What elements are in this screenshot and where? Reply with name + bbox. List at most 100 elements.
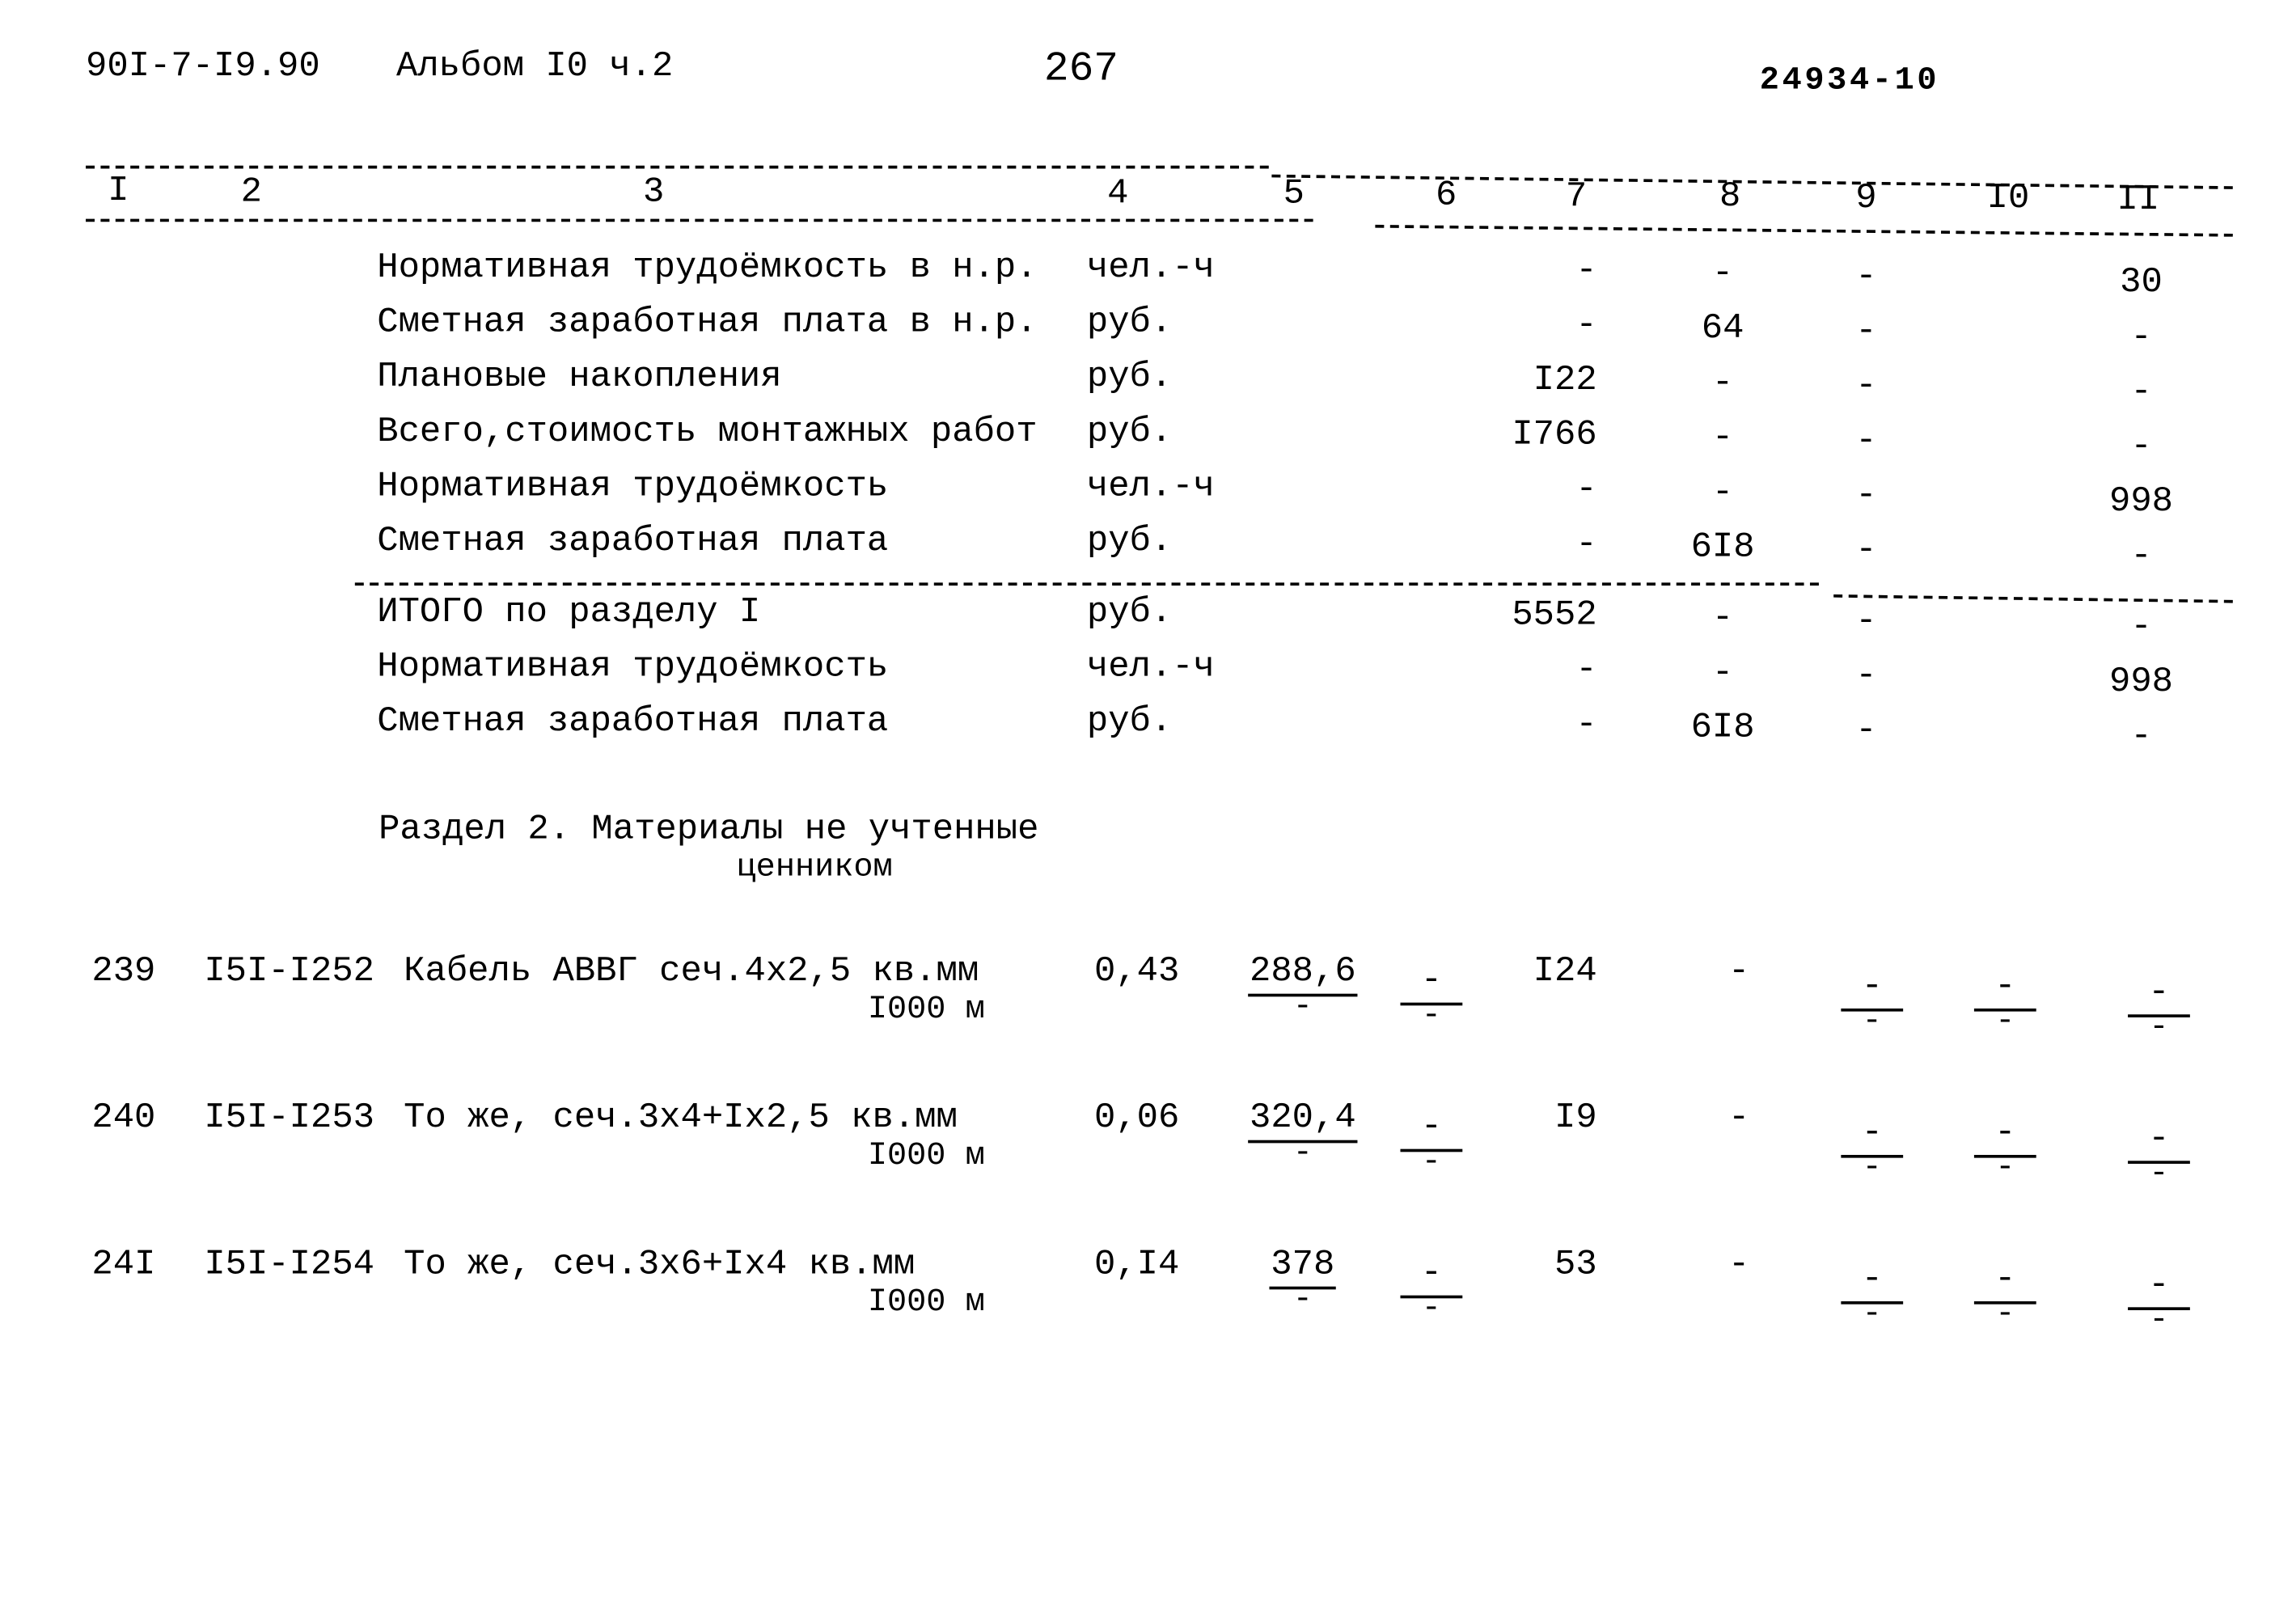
column-header: 9 <box>1855 178 1877 219</box>
col9-fraction: -- <box>1841 970 1904 1038</box>
col8-value: 6I8 <box>1690 527 1755 569</box>
col6-fraction: -- <box>1400 1110 1463 1178</box>
section2-title-cont: ценником <box>736 848 893 886</box>
total-divider-right <box>1833 594 2233 603</box>
col11-fraction: -- <box>2128 975 2190 1043</box>
col8-value: - <box>1711 363 1734 404</box>
column-header: 6 <box>1436 176 1457 216</box>
col9-value: - <box>1855 257 1877 298</box>
item-name: То же, сеч.3х4+Iх2,5 кв.мм <box>404 1098 958 1139</box>
row-name: Нормативная трудоёмкость <box>377 467 889 508</box>
row-unit: чел.-ч <box>1086 248 1215 289</box>
item-code: I5I-I253 <box>204 1098 374 1139</box>
row-unit: руб. <box>1086 702 1173 742</box>
column-header: 7 <box>1565 176 1588 218</box>
page-number: 267 <box>1043 47 1119 94</box>
col6-fraction: -- <box>1400 963 1463 1031</box>
item-price-fraction: 320,4- <box>1248 1098 1358 1172</box>
header-divider-bottom <box>86 218 1313 222</box>
row-name: ИТОГО по разделу I <box>377 593 761 633</box>
col8-value: - <box>1728 1245 1750 1285</box>
col7-value: I766 <box>1512 415 1597 456</box>
item-number: 24I <box>91 1245 156 1285</box>
item-number: 240 <box>91 1098 156 1139</box>
doc-code: 90I-7-I9.90 <box>86 47 320 87</box>
col11-fraction: -- <box>2128 1122 2190 1190</box>
col9-value: - <box>1855 602 1877 642</box>
item-name: Кабель АВВГ сеч.4х2,5 кв.мм <box>404 952 979 992</box>
item-unit: I000 м <box>867 1137 985 1174</box>
row-unit: руб. <box>1086 593 1173 633</box>
col7-value: - <box>1575 306 1597 346</box>
album-label: Альбом I0 ч.2 <box>396 47 674 87</box>
col7-value: - <box>1575 470 1597 510</box>
col8-value: - <box>1711 254 1734 294</box>
item-price-fraction: 378- <box>1269 1245 1337 1318</box>
column-header: I <box>108 171 129 212</box>
section2-title: Раздел 2. Материалы не учтенные <box>378 810 1039 851</box>
column-header: 5 <box>1283 175 1305 215</box>
row-unit: чел.-ч <box>1086 647 1215 688</box>
col9-value: - <box>1855 366 1877 407</box>
col9-value: - <box>1855 421 1877 462</box>
column-header: 3 <box>642 173 665 214</box>
col8-value: - <box>1728 1098 1750 1139</box>
column-header: 2 <box>240 172 262 213</box>
archive-stamp: 24934-10 <box>1759 61 1940 99</box>
header-divider-top <box>86 165 1269 169</box>
col11-value: - <box>2130 536 2152 577</box>
col8-value: 64 <box>1701 309 1744 349</box>
row-name: Сметная заработная плата <box>377 702 889 742</box>
column-header: 8 <box>1719 177 1741 218</box>
col10-fraction: -- <box>1973 1262 2036 1330</box>
row-unit: руб. <box>1086 302 1173 344</box>
row-name: Сметная заработная плата <box>377 522 889 562</box>
col7-value: - <box>1575 705 1597 746</box>
col9-value: - <box>1855 476 1877 517</box>
col8-value: - <box>1711 473 1734 514</box>
item-cost: I24 <box>1533 952 1597 992</box>
col7-value: 5552 <box>1512 595 1597 636</box>
header-divider-top-right <box>1271 174 2233 189</box>
row-unit: руб. <box>1086 357 1173 398</box>
row-name: Плановые накопления <box>377 357 782 398</box>
column-header: I0 <box>1986 179 2030 220</box>
item-price-fraction: 288,6- <box>1248 952 1358 1026</box>
row-name: Сметная заработная плата в н.р. <box>377 302 1038 344</box>
row-unit: руб. <box>1086 522 1173 562</box>
col8-value: - <box>1728 952 1750 992</box>
item-cost: I9 <box>1554 1098 1597 1139</box>
col7-value: - <box>1575 650 1597 691</box>
column-header: 4 <box>1107 174 1129 214</box>
col11-value: - <box>2130 717 2152 758</box>
item-number: 239 <box>91 952 156 992</box>
row-name: Всего,стоимость монтажных работ <box>377 412 1038 453</box>
col11-value: - <box>2130 318 2152 358</box>
column-header: II <box>2117 180 2160 221</box>
row-unit: руб. <box>1086 412 1173 453</box>
col8-value: 6I8 <box>1690 708 1755 749</box>
total-divider <box>354 582 1819 586</box>
item-quantity: 0,06 <box>1094 1098 1180 1139</box>
col9-value: - <box>1855 311 1877 353</box>
col6-fraction: -- <box>1400 1256 1463 1324</box>
item-code: I5I-I254 <box>204 1245 374 1285</box>
row-name: Нормативная трудоёмкость <box>377 647 889 688</box>
col8-value: - <box>1711 418 1734 459</box>
col9-value: - <box>1855 531 1877 571</box>
col10-fraction: -- <box>1973 1116 2036 1184</box>
row-unit: чел.-ч <box>1086 467 1215 508</box>
col11-value: - <box>2130 427 2152 467</box>
item-quantity: 0,43 <box>1094 952 1180 992</box>
item-code: I5I-I252 <box>204 952 374 992</box>
col11-value: - <box>2130 607 2152 648</box>
item-unit: I000 м <box>867 991 985 1028</box>
col10-fraction: -- <box>1973 970 2036 1038</box>
col8-value: - <box>1711 653 1734 694</box>
col9-value: - <box>1855 711 1877 751</box>
col11-fraction: -- <box>2128 1268 2190 1336</box>
col9-value: - <box>1855 656 1877 697</box>
item-cost: 53 <box>1554 1245 1597 1285</box>
row-name: Нормативная трудоёмкость в н.р. <box>377 248 1038 289</box>
